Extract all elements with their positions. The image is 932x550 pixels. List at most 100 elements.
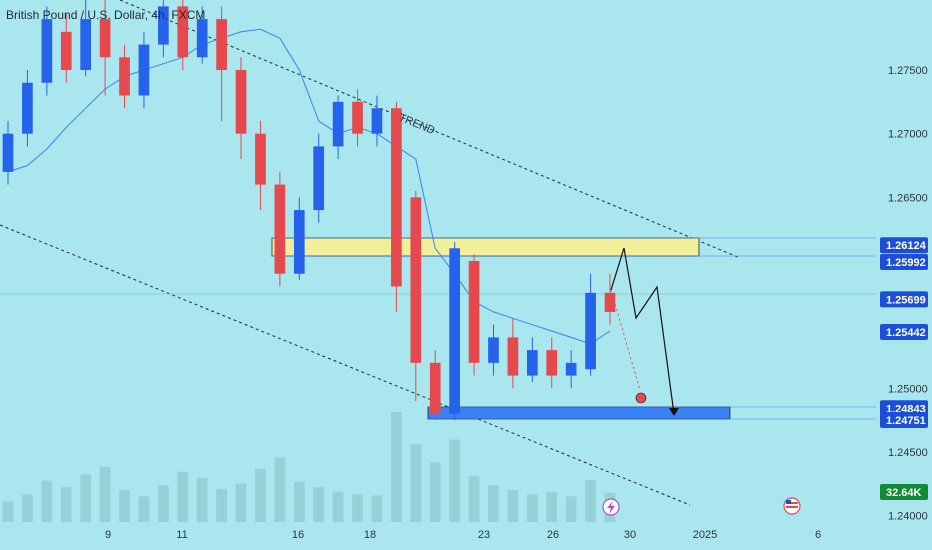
candle-body [391,108,402,287]
candle[interactable] [391,101,402,312]
candle[interactable] [41,6,53,96]
volume-bar [391,412,402,522]
candle-body [99,19,111,58]
candle[interactable] [158,0,169,58]
volume-bar [80,474,92,522]
time-tick-label: 23 [478,529,490,541]
candle-body [158,6,169,45]
price-badge-label: 1.25442 [886,327,926,339]
candle-body [216,19,227,71]
volume-bar [371,495,383,522]
candle-body [119,57,130,96]
price-tick-label: 1.27500 [888,65,928,77]
volume-bar [255,468,266,522]
volume-bar [119,489,130,522]
price-badge-label: 1.25699 [886,294,926,306]
candle-body [255,133,266,185]
candle-body [80,19,92,71]
price-badge-bg [880,254,928,271]
candle[interactable] [235,57,247,160]
candle[interactable] [177,0,189,71]
candle[interactable] [371,95,383,147]
time-tick-label: 2025 [693,529,717,541]
candle[interactable] [352,89,363,147]
volume-bar [546,491,558,522]
candle[interactable] [429,350,441,421]
event-lightning-icon[interactable] [602,498,620,516]
candle[interactable] [313,133,325,223]
event-us-flag-icon[interactable] [783,497,801,515]
projection-dotted [610,289,641,391]
candle[interactable] [449,241,460,421]
candle[interactable] [410,190,422,402]
candle[interactable] [565,350,577,389]
volume-bar [60,487,72,522]
candle[interactable] [488,324,499,376]
volume-bar [468,476,480,522]
candle-body [526,350,538,376]
candle[interactable] [526,337,538,382]
candle-body [449,248,460,414]
volume-bar [138,496,150,522]
price-axis[interactable] [876,0,932,550]
time-axis[interactable] [0,522,932,550]
volume-bar [99,467,111,522]
candle[interactable] [80,0,92,77]
candle-body [585,292,596,370]
candle-body [60,31,72,71]
candle-body [332,101,344,147]
candle[interactable] [60,12,72,83]
candle[interactable] [99,0,111,96]
candle[interactable] [274,171,286,287]
candles[interactable] [2,0,616,421]
price-tick-label: 1.25000 [888,383,928,395]
candle[interactable] [468,254,480,376]
candle-body [371,108,383,134]
candle-body [22,82,33,134]
price-badge: 1.25699 [880,291,928,308]
candle[interactable] [138,31,150,109]
volume-bar [352,494,363,522]
volume-badge-bg [880,484,928,500]
candle[interactable] [2,120,14,185]
time-tick-label: 6 [815,529,821,541]
candle-body [274,184,286,274]
candle[interactable] [546,337,558,389]
candle-body [507,337,519,376]
candle[interactable] [196,6,208,64]
candle[interactable] [216,6,227,121]
candle[interactable] [332,95,344,160]
candle-body [410,197,422,363]
price-badge-bg [880,237,928,254]
candle-body [293,210,305,274]
price-badge: 1.24751 [880,412,928,429]
price-badge-label: 1.25992 [886,257,926,269]
candle[interactable] [507,318,519,389]
volume-bar [449,439,460,522]
candle[interactable] [255,120,266,211]
price-badge-bg [880,412,928,429]
time-tick-label: 26 [547,529,559,541]
candle-body [138,44,150,96]
volume-bar [2,501,14,522]
candle[interactable] [119,44,130,109]
time-axis-ticks: 9 11 16 18 23 26 30 2025 6 [105,529,821,541]
volume-bar [410,444,422,522]
candle-body [177,6,189,58]
candle[interactable] [585,273,596,376]
price-badge-label: 1.24751 [886,415,926,427]
price-tick-label: 1.24500 [888,447,928,459]
candle[interactable] [604,273,616,325]
candle[interactable] [22,70,33,147]
candle-body [352,101,363,134]
candle-body [604,292,616,312]
volume-bar [313,487,325,522]
price-badge-bg [880,291,928,308]
volume-bar [158,485,169,522]
volume-bar [565,496,577,522]
candle[interactable] [293,197,305,281]
candle-body [429,362,441,414]
target-marker-icon[interactable] [635,392,647,404]
